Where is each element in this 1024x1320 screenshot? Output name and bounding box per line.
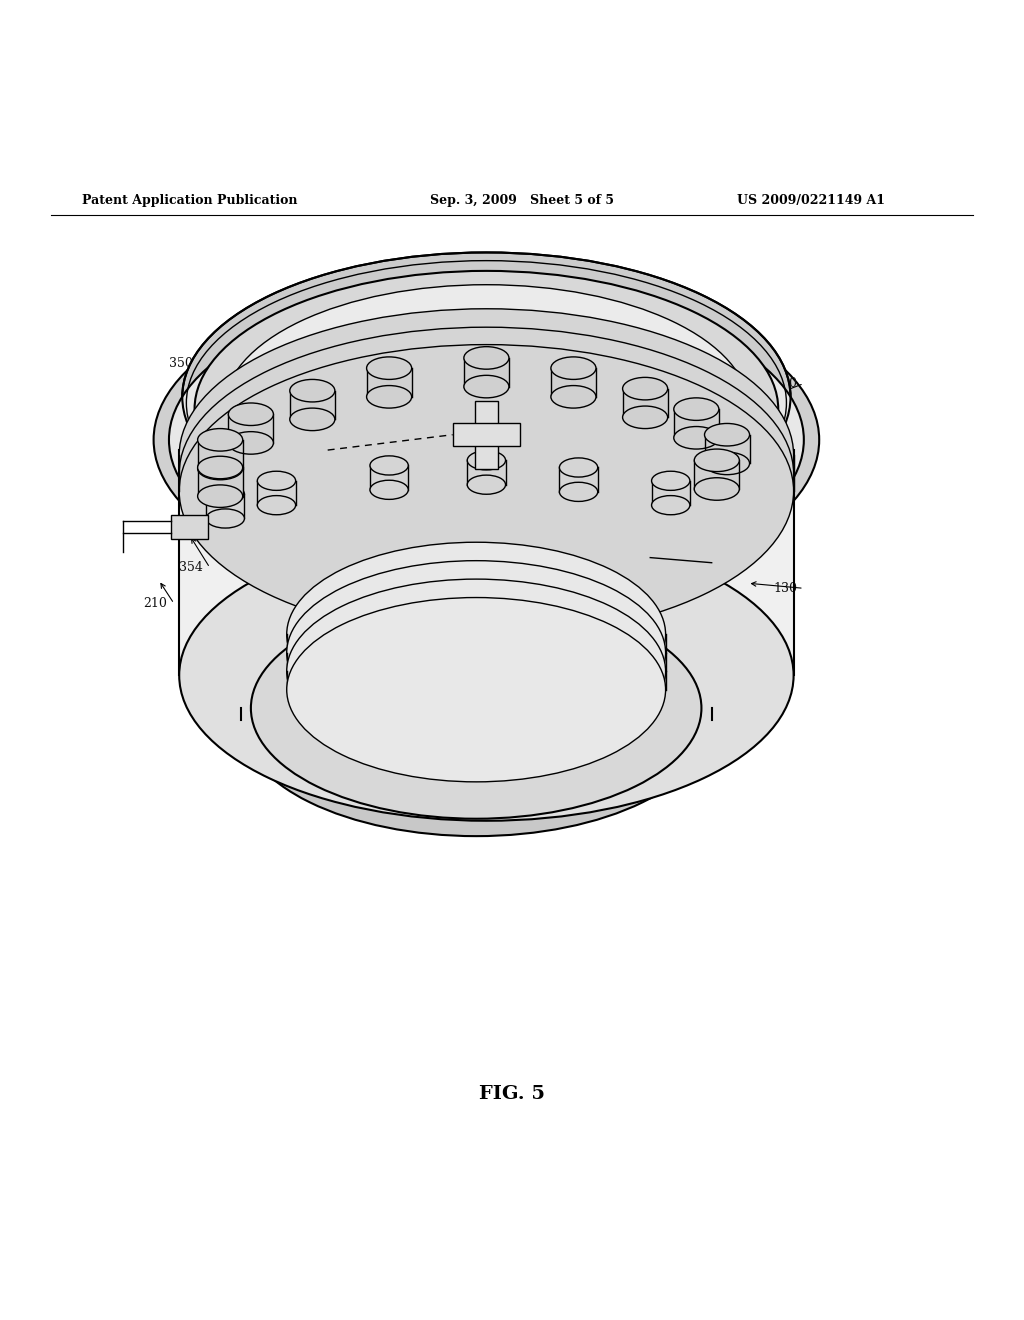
Text: 194: 194 — [302, 525, 326, 539]
Text: 354: 354 — [179, 561, 203, 574]
Ellipse shape — [182, 252, 791, 541]
Ellipse shape — [674, 426, 719, 449]
Ellipse shape — [287, 543, 666, 726]
Ellipse shape — [287, 561, 666, 744]
Text: 120: 120 — [666, 356, 689, 370]
Text: 196: 196 — [486, 506, 510, 517]
Ellipse shape — [179, 345, 794, 638]
Text: FIG. 5: FIG. 5 — [479, 1085, 545, 1104]
Ellipse shape — [198, 457, 243, 479]
Polygon shape — [559, 467, 598, 492]
Ellipse shape — [367, 385, 412, 408]
Ellipse shape — [705, 453, 750, 475]
Ellipse shape — [623, 407, 668, 429]
Ellipse shape — [464, 347, 509, 370]
Ellipse shape — [198, 457, 243, 479]
Text: 350: 350 — [548, 593, 571, 605]
Text: Patent Application Publication: Patent Application Publication — [82, 194, 297, 207]
Text: 350: 350 — [169, 356, 193, 370]
Ellipse shape — [551, 356, 596, 379]
Polygon shape — [257, 480, 296, 506]
Polygon shape — [464, 358, 509, 387]
Polygon shape — [467, 461, 506, 484]
Polygon shape — [651, 480, 690, 506]
Polygon shape — [370, 466, 409, 490]
Polygon shape — [367, 368, 412, 397]
Polygon shape — [228, 414, 273, 444]
Bar — [171, 515, 208, 539]
Polygon shape — [198, 467, 243, 496]
Ellipse shape — [179, 529, 794, 821]
Ellipse shape — [287, 598, 666, 781]
Polygon shape — [705, 434, 750, 463]
Ellipse shape — [464, 375, 509, 397]
Ellipse shape — [370, 455, 409, 475]
Ellipse shape — [169, 289, 804, 590]
Ellipse shape — [251, 598, 701, 818]
Ellipse shape — [467, 450, 506, 470]
Ellipse shape — [290, 408, 335, 430]
Ellipse shape — [559, 482, 598, 502]
Ellipse shape — [257, 471, 296, 490]
Ellipse shape — [694, 478, 739, 500]
Text: 116: 116 — [645, 572, 669, 585]
Polygon shape — [206, 494, 245, 519]
Ellipse shape — [195, 271, 778, 548]
Polygon shape — [674, 409, 719, 438]
Ellipse shape — [257, 495, 296, 515]
Ellipse shape — [198, 484, 243, 507]
Ellipse shape — [367, 356, 412, 379]
Bar — [475, 401, 498, 469]
Text: 100: 100 — [773, 378, 797, 389]
Ellipse shape — [154, 281, 819, 598]
Polygon shape — [694, 461, 739, 488]
Text: 122: 122 — [225, 659, 249, 672]
Text: 210: 210 — [143, 597, 167, 610]
Polygon shape — [198, 440, 243, 469]
Ellipse shape — [179, 309, 794, 602]
Bar — [453, 424, 520, 446]
Ellipse shape — [228, 403, 273, 425]
Text: 130: 130 — [773, 582, 797, 595]
Polygon shape — [623, 388, 668, 417]
Ellipse shape — [674, 397, 719, 420]
Polygon shape — [179, 450, 794, 676]
Ellipse shape — [651, 495, 690, 515]
Ellipse shape — [651, 471, 690, 490]
Text: Sep. 3, 2009   Sheet 5 of 5: Sep. 3, 2009 Sheet 5 of 5 — [430, 194, 614, 207]
Ellipse shape — [290, 379, 335, 403]
Ellipse shape — [370, 480, 409, 499]
Ellipse shape — [179, 327, 794, 620]
Text: 358: 358 — [558, 541, 582, 554]
Ellipse shape — [206, 484, 245, 504]
Text: US 2009/0221149 A1: US 2009/0221149 A1 — [737, 194, 886, 207]
Ellipse shape — [705, 424, 750, 446]
Ellipse shape — [287, 579, 666, 763]
Ellipse shape — [198, 429, 243, 451]
Polygon shape — [290, 391, 335, 420]
Ellipse shape — [467, 475, 506, 494]
Ellipse shape — [228, 432, 273, 454]
Ellipse shape — [559, 458, 598, 477]
Polygon shape — [551, 368, 596, 397]
Ellipse shape — [223, 285, 750, 533]
Ellipse shape — [206, 510, 245, 528]
Ellipse shape — [241, 605, 712, 836]
Ellipse shape — [551, 385, 596, 408]
Text: 110: 110 — [763, 418, 786, 430]
Ellipse shape — [623, 378, 668, 400]
Ellipse shape — [694, 449, 739, 471]
